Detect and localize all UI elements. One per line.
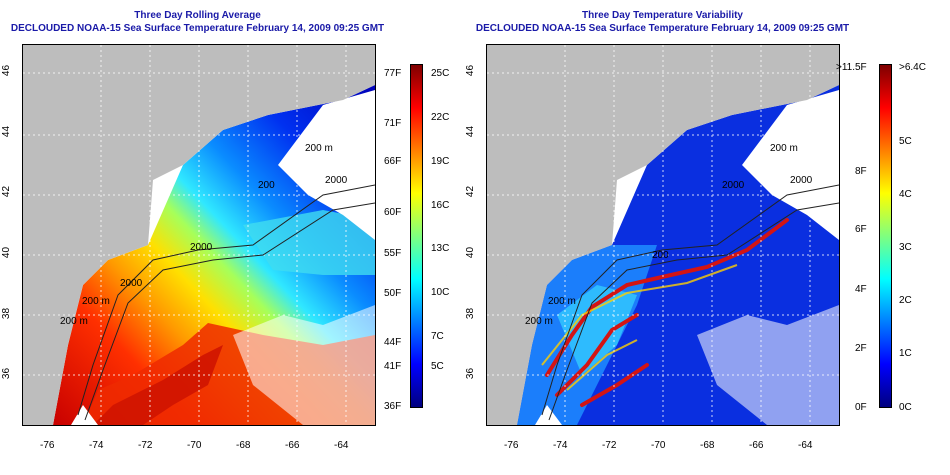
left-contour-label: 200 m <box>60 316 88 327</box>
right-colorbar-c-label: 5C <box>899 136 912 147</box>
right-colorbar-f-label: 0F <box>855 402 867 413</box>
left-x-tick: -74 <box>89 440 103 451</box>
left-contour-label: 200 m <box>82 296 110 307</box>
right-colorbar-c-label: 0C <box>899 402 912 413</box>
left-colorbar-f-label: 50F <box>384 288 401 299</box>
right-colorbar-c-label: 3C <box>899 242 912 253</box>
right-x-tick: -72 <box>602 440 616 451</box>
left-colorbar <box>410 64 423 408</box>
right-contour-label: 200 m <box>525 316 553 327</box>
right-colorbar-c-label: 4C <box>899 189 912 200</box>
left-colorbar-c-label: 25C <box>431 68 449 79</box>
left-sst-map <box>22 44 376 426</box>
left-colorbar-c-label: 19C <box>431 156 449 167</box>
left-contour-label: 2000 <box>120 278 142 289</box>
right-contour-label: 200 m <box>770 143 798 154</box>
left-subtitle: DECLOUDED NOAA-15 Sea Surface Temperatur… <box>5 23 390 34</box>
right-title: Three Day Temperature Variability <box>485 10 840 21</box>
right-colorbar-f-label: 2F <box>855 343 867 354</box>
right-x-tick: -64 <box>798 440 812 451</box>
left-colorbar-f-label: 66F <box>384 156 401 167</box>
right-colorbar <box>879 64 892 408</box>
left-contour-label: 2000 <box>190 242 212 253</box>
left-contour-label: 2000 <box>325 175 347 186</box>
right-y-tick: 42 <box>465 186 476 197</box>
left-colorbar-f-label: 60F <box>384 207 401 218</box>
left-colorbar-f-label: 41F <box>384 361 401 372</box>
left-x-tick: -64 <box>334 440 348 451</box>
right-colorbar-c-label: >6.4C <box>899 62 926 73</box>
left-x-tick: -70 <box>187 440 201 451</box>
left-colorbar-c-label: 22C <box>431 112 449 123</box>
left-colorbar-f-label: 55F <box>384 248 401 259</box>
right-contour-label: 2000 <box>722 180 744 191</box>
left-x-tick: -66 <box>285 440 299 451</box>
right-contour-label: 2000 <box>790 175 812 186</box>
left-colorbar-f-label: 44F <box>384 337 401 348</box>
left-y-tick: 36 <box>1 368 12 379</box>
right-colorbar-c-label: 2C <box>899 295 912 306</box>
right-x-tick: -66 <box>749 440 763 451</box>
right-colorbar-f-label: 8F <box>855 166 867 177</box>
left-colorbar-f-label: 36F <box>384 401 401 412</box>
left-colorbar-c-label: 16C <box>431 200 449 211</box>
right-colorbar-f-label: 6F <box>855 224 867 235</box>
right-x-tick: -74 <box>553 440 567 451</box>
right-x-tick: -68 <box>700 440 714 451</box>
right-y-tick: 38 <box>465 308 476 319</box>
left-colorbar-c-label: 10C <box>431 287 449 298</box>
right-y-tick: 46 <box>465 65 476 76</box>
right-colorbar-f-label: 4F <box>855 284 867 295</box>
left-x-tick: -68 <box>236 440 250 451</box>
left-colorbar-f-label: 71F <box>384 118 401 129</box>
right-x-tick: -70 <box>651 440 665 451</box>
right-y-tick: 40 <box>465 247 476 258</box>
right-contour-label: 200 m <box>548 296 576 307</box>
right-y-tick: 36 <box>465 368 476 379</box>
right-variability-map <box>486 44 840 426</box>
right-colorbar-c-label: 1C <box>899 348 912 359</box>
left-y-tick: 44 <box>1 126 12 137</box>
left-contour-label: 200 <box>258 180 275 191</box>
right-contour-label: 200 <box>652 250 669 261</box>
left-y-tick: 46 <box>1 65 12 76</box>
left-y-tick: 38 <box>1 308 12 319</box>
right-x-tick: -76 <box>504 440 518 451</box>
left-colorbar-c-label: 13C <box>431 243 449 254</box>
left-y-tick: 42 <box>1 186 12 197</box>
right-colorbar-f-label: >11.5F <box>836 62 867 73</box>
right-subtitle: DECLOUDED NOAA-15 Sea Surface Temperatur… <box>470 23 855 34</box>
left-y-tick: 40 <box>1 247 12 258</box>
left-title: Three Day Rolling Average <box>20 10 375 21</box>
left-colorbar-f-label: 77F <box>384 68 401 79</box>
left-x-tick: -76 <box>40 440 54 451</box>
left-x-tick: -72 <box>138 440 152 451</box>
left-colorbar-c-label: 5C <box>431 361 444 372</box>
right-y-tick: 44 <box>465 126 476 137</box>
left-contour-label: 200 m <box>305 143 333 154</box>
left-colorbar-c-label: 7C <box>431 331 444 342</box>
